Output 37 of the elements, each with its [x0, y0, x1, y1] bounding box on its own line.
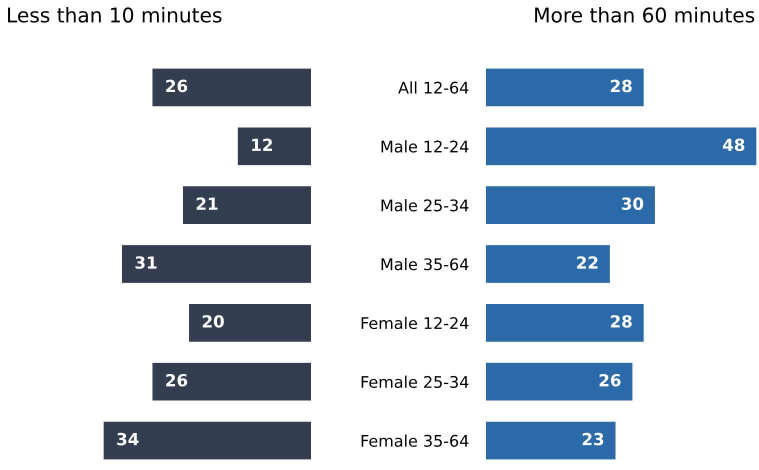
chart-title: Less than 10 minutes	[8, 7, 222, 23]
y-tick-label: Female 12-24	[362, 316, 468, 330]
bar	[486, 304, 644, 342]
data-label: 34	[117, 432, 139, 446]
data-label: 22	[577, 256, 598, 269]
data-label: 23	[582, 432, 604, 446]
data-label: 30	[622, 197, 644, 210]
data-label: 31	[136, 256, 156, 269]
y-tick-label: All 12-64	[398, 81, 468, 94]
data-label: 26	[166, 374, 188, 387]
data-label: 28	[610, 80, 632, 92]
bar	[486, 68, 644, 106]
data-label: 21	[196, 197, 218, 210]
bar	[486, 127, 756, 166]
bar	[152, 68, 311, 106]
bar	[486, 422, 616, 460]
bar	[238, 127, 311, 166]
data-label: 28	[610, 315, 632, 328]
bar	[189, 304, 311, 342]
data-label: 26	[166, 80, 188, 92]
y-tick-label: Female 25-34	[362, 376, 468, 388]
data-label: 48	[722, 138, 744, 152]
y-tick-label: Female 35-64	[362, 434, 468, 447]
bar	[486, 186, 655, 224]
bar	[122, 245, 311, 283]
data-label: 12	[252, 138, 272, 151]
bar	[104, 422, 311, 460]
data-label: 26	[600, 374, 621, 387]
y-tick-label: Male 25-34	[382, 199, 468, 212]
chart-title: More than 60 minutes	[535, 7, 754, 23]
bar	[486, 362, 632, 401]
bar	[182, 186, 311, 224]
y-tick-label: Male 12-24	[382, 140, 468, 153]
bar	[486, 245, 610, 283]
bar	[152, 362, 311, 401]
y-tick-label: Male 35-64	[382, 258, 468, 270]
data-label: 20	[202, 315, 224, 328]
